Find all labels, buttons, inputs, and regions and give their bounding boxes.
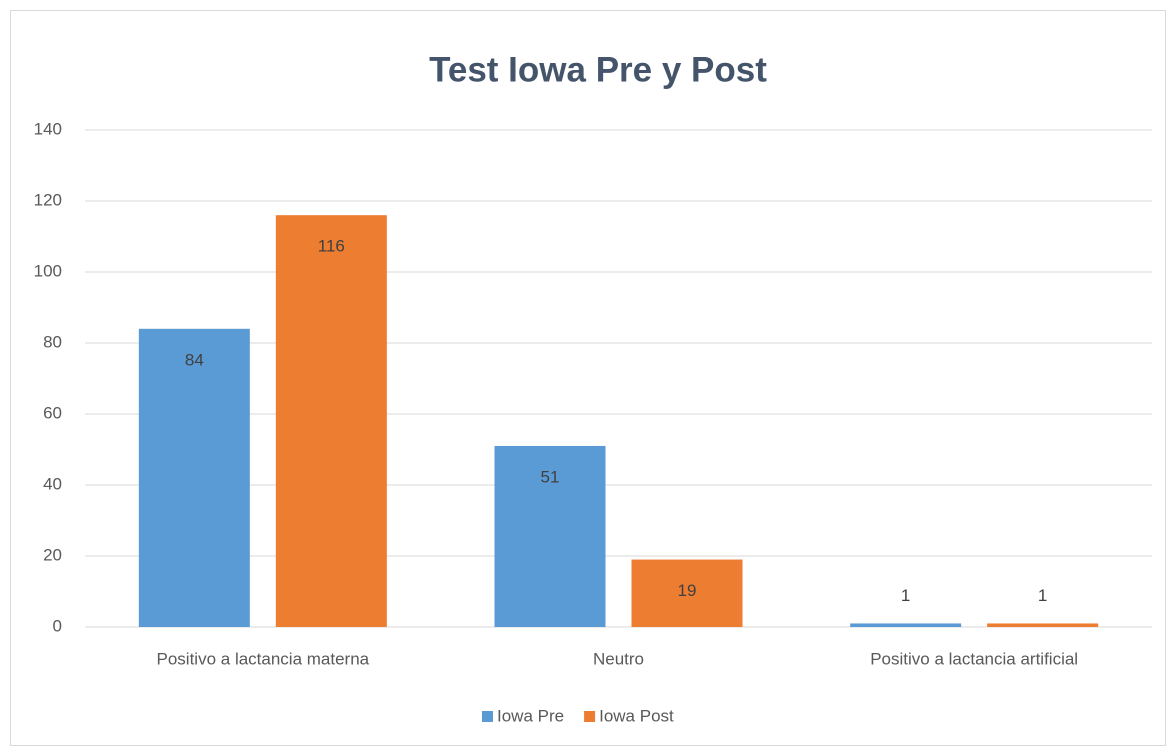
x-tick-label: Positivo a lactancia materna bbox=[157, 649, 370, 668]
x-tick-label: Positivo a lactancia artificial bbox=[870, 649, 1078, 668]
value-label: 19 bbox=[678, 581, 697, 600]
value-label: 1 bbox=[1038, 586, 1047, 605]
bar bbox=[494, 445, 606, 627]
bar bbox=[138, 328, 250, 627]
value-label: 116 bbox=[318, 237, 345, 256]
bar bbox=[631, 559, 743, 627]
legend-swatch bbox=[482, 711, 493, 722]
y-tick-label: 100 bbox=[34, 261, 62, 280]
bar bbox=[275, 215, 387, 627]
value-label: 51 bbox=[541, 467, 560, 486]
bar bbox=[987, 623, 1099, 627]
legend-swatch bbox=[584, 711, 596, 722]
y-tick-label: 40 bbox=[43, 474, 62, 493]
legend-label: Iowa Post bbox=[599, 706, 674, 725]
x-tick-label: Neutro bbox=[593, 649, 644, 668]
value-label: 84 bbox=[185, 350, 204, 369]
y-tick-label: 120 bbox=[34, 190, 62, 209]
y-tick-label: 60 bbox=[43, 403, 62, 422]
y-tick-label: 140 bbox=[34, 119, 62, 138]
legend-label: Iowa Pre bbox=[497, 706, 564, 725]
chart-title: Test Iowa Pre y Post bbox=[429, 50, 767, 89]
y-tick-label: 80 bbox=[43, 332, 62, 351]
value-label: 1 bbox=[901, 586, 910, 605]
y-tick-label: 0 bbox=[53, 616, 62, 635]
y-tick-label: 20 bbox=[43, 545, 62, 564]
bar bbox=[850, 623, 962, 627]
